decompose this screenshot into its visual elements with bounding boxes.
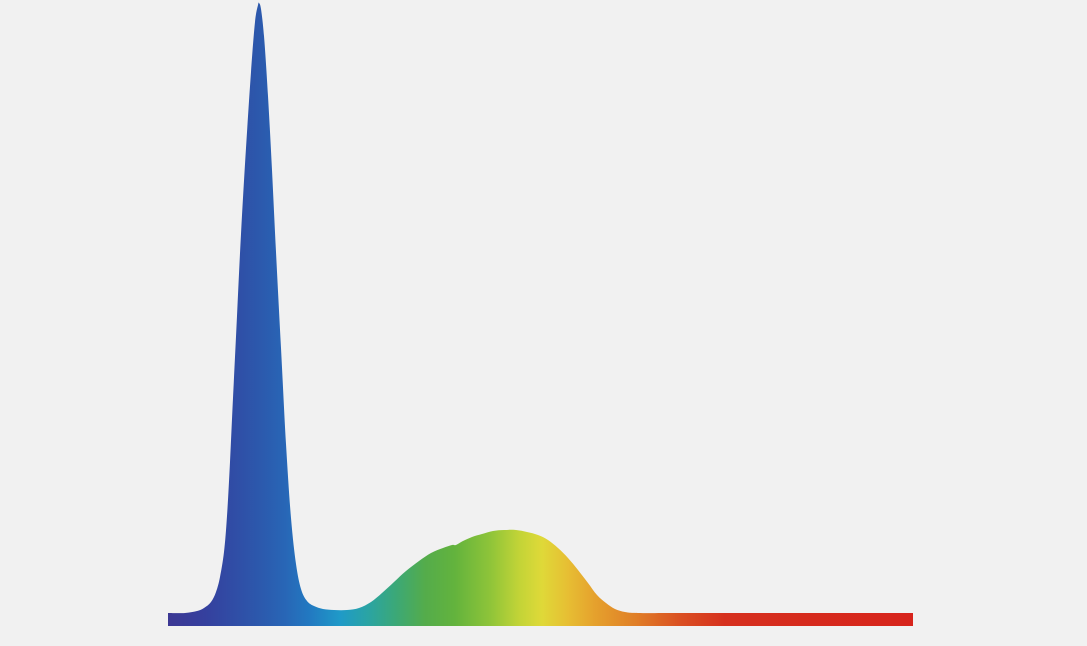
spectrum-curve	[168, 2, 913, 627]
